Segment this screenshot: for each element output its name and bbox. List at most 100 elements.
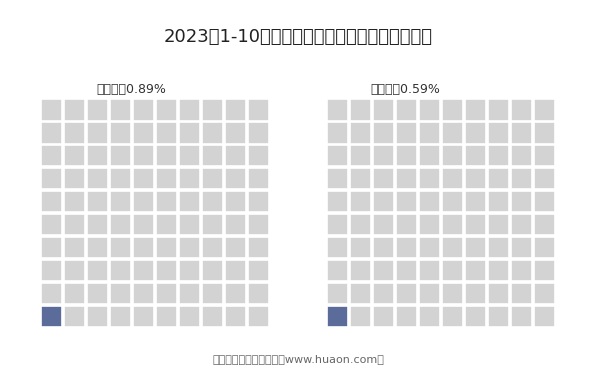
Bar (373, 260, 395, 281)
Bar (350, 260, 371, 281)
Bar (488, 214, 509, 235)
Bar (442, 168, 463, 189)
Bar (247, 237, 269, 258)
Bar (133, 237, 154, 258)
Bar (247, 214, 269, 235)
Bar (327, 260, 349, 281)
Bar (64, 99, 85, 120)
Bar (110, 237, 131, 258)
Bar (419, 191, 440, 212)
Bar (64, 306, 85, 327)
Bar (465, 306, 486, 327)
Bar (247, 122, 269, 144)
Bar (87, 306, 108, 327)
Bar (511, 122, 532, 144)
Bar (442, 99, 463, 120)
Bar (247, 191, 269, 212)
Bar (488, 237, 509, 258)
Bar (179, 191, 200, 212)
Bar (41, 122, 63, 144)
Bar (419, 168, 440, 189)
Bar (110, 99, 131, 120)
Bar (201, 145, 223, 166)
Bar (488, 260, 509, 281)
Bar (179, 237, 200, 258)
Bar (373, 191, 395, 212)
Bar (156, 122, 177, 144)
Bar (327, 145, 349, 166)
Bar (488, 168, 509, 189)
Bar (465, 99, 486, 120)
Bar (327, 99, 349, 120)
Bar (396, 191, 417, 212)
Bar (327, 191, 349, 212)
Bar (225, 306, 246, 327)
Bar (87, 122, 108, 144)
Bar (87, 283, 108, 304)
Bar (533, 191, 555, 212)
Bar (156, 145, 177, 166)
Bar (350, 283, 371, 304)
Bar (488, 283, 509, 304)
Bar (533, 122, 555, 144)
Bar (201, 283, 223, 304)
Bar (419, 145, 440, 166)
Bar (41, 214, 63, 235)
Bar (64, 260, 85, 281)
Bar (465, 168, 486, 189)
Bar (511, 99, 532, 120)
Bar (373, 214, 395, 235)
Bar (396, 145, 417, 166)
Bar (327, 168, 349, 189)
Bar (156, 260, 177, 281)
Bar (511, 283, 532, 304)
Bar (247, 283, 269, 304)
Bar (87, 99, 108, 120)
Bar (87, 191, 108, 212)
Bar (179, 168, 200, 189)
Bar (511, 260, 532, 281)
Bar (156, 214, 177, 235)
Bar (133, 191, 154, 212)
Bar (41, 237, 63, 258)
Bar (133, 214, 154, 235)
Bar (465, 260, 486, 281)
Bar (225, 260, 246, 281)
Bar (396, 214, 417, 235)
Bar (87, 260, 108, 281)
Bar (110, 168, 131, 189)
Bar (225, 283, 246, 304)
Bar (396, 306, 417, 327)
Bar (64, 122, 85, 144)
Bar (179, 122, 200, 144)
Bar (533, 214, 555, 235)
Bar (511, 168, 532, 189)
Bar (41, 168, 63, 189)
Bar (533, 99, 555, 120)
Bar (350, 145, 371, 166)
Bar (511, 214, 532, 235)
Bar (465, 122, 486, 144)
Bar (327, 237, 349, 258)
Bar (179, 283, 200, 304)
Bar (396, 283, 417, 304)
Bar (225, 99, 246, 120)
Bar (133, 306, 154, 327)
Bar (41, 283, 63, 304)
Text: 2023年1-10月宁夏福彩及体彩销售额占全国比重: 2023年1-10月宁夏福彩及体彩销售额占全国比重 (163, 28, 433, 46)
Bar (488, 306, 509, 327)
Bar (373, 145, 395, 166)
Bar (64, 191, 85, 212)
Bar (533, 145, 555, 166)
Bar (350, 122, 371, 144)
Bar (442, 191, 463, 212)
Bar (247, 145, 269, 166)
Bar (133, 260, 154, 281)
Bar (327, 283, 349, 304)
Bar (133, 283, 154, 304)
Bar (225, 168, 246, 189)
Bar (396, 99, 417, 120)
Bar (201, 122, 223, 144)
Bar (511, 237, 532, 258)
Bar (64, 237, 85, 258)
